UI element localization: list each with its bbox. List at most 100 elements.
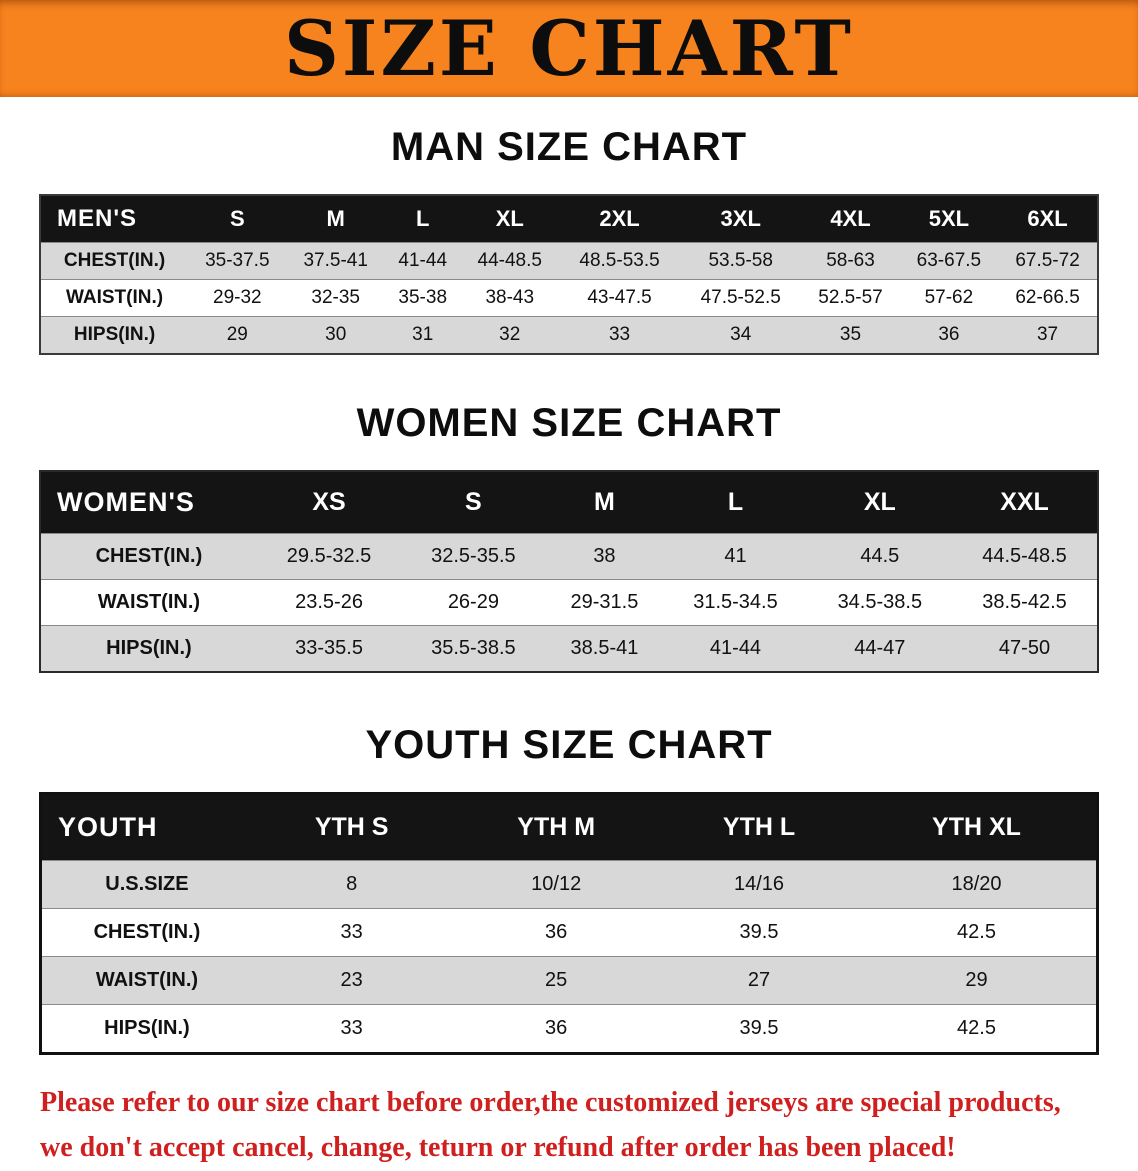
men-size-table: MEN'S S M L XL 2XL 3XL 4XL 5XL 6XL CHEST(IN.) 35-37… <box>39 194 1099 355</box>
size-column-header: M <box>545 471 664 534</box>
measurement-row: WAIST(IN.) 29-32 32-35 35-38 38-43 43-47.5 47.… <box>40 279 1098 317</box>
size-value-cell: 44.5-48.5 <box>982 545 1067 567</box>
size-column-header: 6XL <box>998 195 1098 243</box>
size-value-cell: 33-35.5 <box>295 637 363 659</box>
size-value-cell: 34 <box>730 324 752 345</box>
size-column-header: S <box>188 195 287 243</box>
size-column-header: XL <box>807 471 952 534</box>
measurement-row-label: WAIST(IN.) <box>97 591 201 613</box>
size-value-cell: 29 <box>226 324 248 345</box>
table-corner-label: MEN'S <box>40 195 189 243</box>
size-value-cell: 38.5-41 <box>570 637 639 659</box>
measurement-row: U.S.SIZE 8 10/12 14/16 18/20 <box>40 860 1098 909</box>
size-value-cell: 26-29 <box>447 591 499 613</box>
size-value-cell: 32.5-35.5 <box>431 545 516 567</box>
measurement-row: CHEST(IN.) 35-37.5 37.5-41 41-44 44-48.5 48.5… <box>40 242 1098 280</box>
size-value-cell: 43-47.5 <box>587 287 652 308</box>
men-section: MAN SIZE CHART MEN'S S M L XL 2XL 3XL 4XL 5XL 6XL… <box>0 125 1138 355</box>
size-column-header: S <box>401 471 546 534</box>
size-value-cell: 42.5 <box>957 1017 996 1039</box>
size-value-cell: 29.5-32.5 <box>286 545 372 567</box>
women-section-heading: WOMEN SIZE CHART <box>356 401 782 445</box>
size-column-header: M <box>286 195 385 243</box>
measurement-row-label: HIPS(IN.) <box>104 1017 190 1039</box>
size-value-cell: 29-31.5 <box>570 591 639 613</box>
size-column-header: YTH XL <box>857 793 1098 861</box>
youth-section-heading: YOUTH SIZE CHART <box>365 723 773 767</box>
size-column-header: YTH M <box>451 793 661 861</box>
measurement-row: CHEST(IN.) 33 36 39.5 42.5 <box>40 908 1098 957</box>
size-value-cell: 58-63 <box>826 250 875 271</box>
size-value-cell: 41-44 <box>398 250 448 271</box>
size-value-cell: 62-66.5 <box>1015 287 1080 308</box>
size-value-cell: 14/16 <box>733 873 785 895</box>
size-column-header: 4XL <box>801 195 900 243</box>
size-value-cell: 31.5-34.5 <box>693 591 778 613</box>
size-column-header: XXL <box>952 471 1098 534</box>
measurement-row: HIPS(IN.) 33-35.5 35.5-38.5 38.5-41 41-44 44-… <box>40 625 1098 672</box>
size-column-header: YTH S <box>251 793 452 861</box>
size-value-cell: 44-47 <box>854 637 906 659</box>
measurement-row: WAIST(IN.) 23.5-26 26-29 29-31.5 31.5-34.5 34… <box>40 579 1098 626</box>
measurement-row: WAIST(IN.) 23 25 27 29 <box>40 956 1098 1005</box>
size-column-header: 3XL <box>680 195 802 243</box>
banner: SIZE CHART <box>0 0 1138 97</box>
size-value-cell: 33 <box>340 1017 363 1039</box>
size-value-cell: 42.5 <box>957 921 996 943</box>
size-value-cell: 25 <box>545 969 568 991</box>
size-value-cell: 53.5-58 <box>708 250 773 271</box>
youth-size-table: YOUTH YTH S YTH M YTH L YTH XL U.S.SIZE 8 10/12… <box>39 792 1099 1055</box>
measurement-row-label: WAIST(IN.) <box>66 287 164 308</box>
size-value-cell: 35 <box>839 324 862 345</box>
table-corner-label: WOMEN'S <box>40 471 257 534</box>
size-value-cell: 67.5-72 <box>1015 250 1080 271</box>
size-value-cell: 34.5-38.5 <box>837 591 923 613</box>
size-value-cell: 32-35 <box>311 287 361 308</box>
size-value-cell: 47.5-52.5 <box>700 287 781 308</box>
size-value-cell: 48.5-53.5 <box>579 250 660 271</box>
size-value-cell: 33 <box>608 324 631 345</box>
size-value-cell: 52.5-57 <box>818 287 883 308</box>
size-value-cell: 38.5-42.5 <box>982 591 1067 613</box>
size-column-header: XL <box>460 195 559 243</box>
size-value-cell: 44.5 <box>860 545 900 567</box>
size-value-cell: 31 <box>412 324 434 345</box>
size-value-cell: 36 <box>938 324 960 345</box>
men-section-heading: MAN SIZE CHART <box>390 125 748 169</box>
size-value-cell: 38 <box>593 545 616 567</box>
size-value-cell: 41 <box>724 545 747 567</box>
size-column-header: 5XL <box>899 195 999 243</box>
size-value-cell: 29-32 <box>213 287 262 308</box>
size-value-cell: 36 <box>545 921 568 943</box>
size-value-cell: 35-37.5 <box>205 250 270 271</box>
disclaimer-line-2: we don't accept cancel, change, teturn o… <box>40 1131 956 1163</box>
measurement-row: HIPS(IN.) 33 36 39.5 42.5 <box>40 1004 1098 1054</box>
size-value-cell: 32 <box>499 324 521 345</box>
size-column-header: L <box>384 195 461 243</box>
page-title: SIZE CHART <box>284 3 854 93</box>
size-table-header-row: WOMEN'S XS S M L XL XXL <box>40 471 1098 534</box>
youth-section: YOUTH SIZE CHART YOUTH YTH S YTH M YTH L YTH… <box>0 723 1138 1055</box>
size-value-cell: 38-43 <box>485 287 535 308</box>
measurement-row: CHEST(IN.) 29.5-32.5 32.5-35.5 38 41 44.5 44.5… <box>40 533 1098 580</box>
size-value-cell: 27 <box>747 969 771 991</box>
table-corner-label: YOUTH <box>40 793 252 861</box>
size-value-cell: 37.5-41 <box>303 250 368 271</box>
size-value-cell: 18/20 <box>951 873 1002 895</box>
size-value-cell: 29 <box>965 969 988 991</box>
measurement-row-label: U.S.SIZE <box>105 873 189 895</box>
measurement-row-label: WAIST(IN.) <box>95 969 199 991</box>
size-value-cell: 44-48.5 <box>477 250 542 271</box>
measurement-row-label: CHEST(IN.) <box>95 545 203 567</box>
size-value-cell: 39.5 <box>739 921 779 943</box>
size-value-cell: 37 <box>1036 324 1059 345</box>
size-table-header-row: MEN'S S M L XL 2XL 3XL 4XL 5XL 6XL <box>40 195 1098 243</box>
size-value-cell: 57-62 <box>924 287 974 308</box>
size-value-cell: 23 <box>340 969 363 991</box>
size-value-cell: 30 <box>325 324 347 345</box>
size-value-cell: 47-50 <box>998 637 1051 659</box>
size-value-cell: 35-38 <box>398 287 448 308</box>
size-value-cell: 63-67.5 <box>916 250 982 271</box>
size-value-cell: 10/12 <box>531 873 582 895</box>
